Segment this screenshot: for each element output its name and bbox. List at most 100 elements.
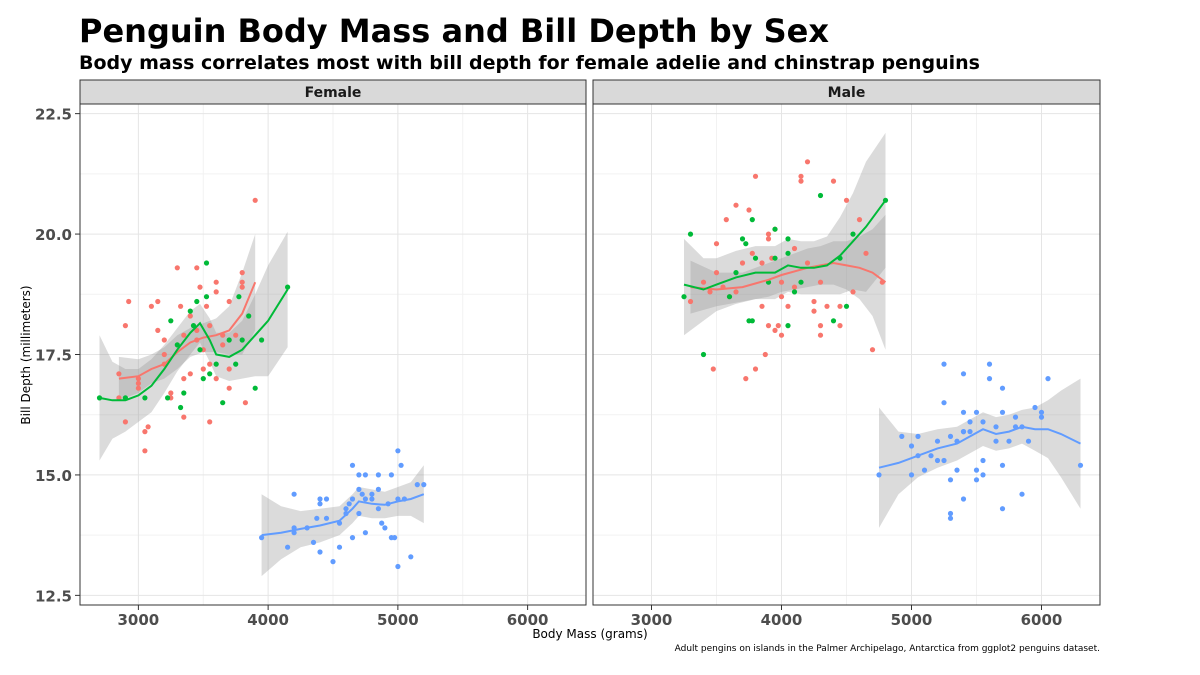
x-tick-label: 5000 bbox=[891, 611, 933, 629]
data-point bbox=[921, 467, 928, 473]
data-point bbox=[200, 366, 206, 372]
data-point bbox=[837, 323, 843, 329]
data-point bbox=[980, 457, 986, 464]
data-point bbox=[207, 361, 213, 367]
data-point bbox=[421, 482, 427, 488]
data-point bbox=[960, 409, 967, 415]
data-point bbox=[314, 515, 320, 521]
data-point bbox=[155, 327, 161, 333]
series-group bbox=[261, 465, 424, 577]
data-point bbox=[973, 477, 980, 483]
data-point bbox=[824, 303, 830, 309]
data-point bbox=[765, 236, 772, 242]
data-point bbox=[323, 515, 330, 521]
data-point bbox=[187, 308, 193, 314]
data-point bbox=[414, 482, 420, 488]
data-point bbox=[203, 260, 210, 266]
data-point bbox=[239, 279, 245, 285]
data-point bbox=[174, 342, 180, 348]
data-point bbox=[246, 313, 252, 319]
data-point bbox=[908, 443, 915, 449]
data-point bbox=[980, 419, 986, 425]
data-point bbox=[174, 265, 180, 271]
data-point bbox=[850, 289, 856, 295]
data-point bbox=[323, 496, 330, 502]
data-point bbox=[739, 236, 746, 242]
x-tick-label: 4000 bbox=[247, 611, 289, 629]
data-point bbox=[752, 366, 759, 372]
data-point bbox=[408, 554, 414, 560]
data-point bbox=[785, 236, 791, 242]
confidence-band bbox=[690, 214, 886, 350]
data-point bbox=[973, 467, 980, 473]
x-tick-label: 4000 bbox=[761, 611, 803, 629]
data-point bbox=[220, 342, 226, 348]
data-point bbox=[850, 231, 856, 237]
confidence-band bbox=[99, 231, 288, 461]
data-point bbox=[142, 395, 148, 401]
data-point bbox=[116, 371, 122, 377]
data-point bbox=[713, 270, 720, 276]
smooth-fit-line bbox=[118, 281, 257, 380]
data-point bbox=[122, 419, 128, 425]
series-group bbox=[879, 378, 1081, 528]
data-point bbox=[226, 385, 232, 391]
data-point bbox=[830, 318, 837, 324]
data-point bbox=[226, 337, 232, 343]
data-point bbox=[259, 337, 265, 343]
data-point bbox=[804, 260, 811, 266]
data-point bbox=[395, 448, 401, 454]
y-tick-label: 17.5 bbox=[35, 347, 72, 365]
data-point bbox=[1012, 414, 1019, 420]
data-point bbox=[242, 400, 248, 406]
data-point bbox=[772, 327, 778, 333]
data-point bbox=[145, 424, 151, 430]
data-point bbox=[762, 351, 768, 358]
data-point bbox=[356, 486, 362, 492]
chart-subtitle: Body mass correlates most with bill dept… bbox=[79, 52, 980, 74]
x-tick-label: 3000 bbox=[118, 611, 160, 629]
facet-strip bbox=[79, 79, 587, 105]
data-point bbox=[291, 491, 297, 497]
data-point bbox=[239, 337, 245, 343]
data-point bbox=[239, 284, 245, 290]
data-point bbox=[830, 178, 837, 184]
data-point bbox=[181, 332, 187, 338]
data-point bbox=[723, 217, 729, 223]
data-point bbox=[947, 477, 954, 483]
data-point bbox=[187, 371, 193, 377]
data-point bbox=[811, 298, 817, 305]
data-point bbox=[843, 197, 850, 203]
data-point bbox=[317, 501, 323, 507]
data-point bbox=[343, 506, 349, 512]
y-tick-label: 12.5 bbox=[35, 587, 72, 605]
data-point bbox=[135, 385, 141, 391]
data-point bbox=[759, 260, 765, 266]
data-point bbox=[785, 250, 791, 256]
data-point bbox=[181, 390, 187, 396]
panel-female: Female 3000 4000 5000 6000 bbox=[79, 79, 587, 629]
data-point bbox=[733, 289, 739, 295]
data-point bbox=[993, 424, 999, 430]
data-point bbox=[772, 255, 778, 261]
data-point bbox=[336, 544, 343, 550]
data-point bbox=[220, 400, 226, 406]
data-point bbox=[252, 385, 258, 391]
data-point bbox=[359, 491, 365, 497]
data-point bbox=[791, 289, 798, 295]
y-tick-label: 20.0 bbox=[35, 226, 72, 244]
data-point bbox=[1032, 404, 1038, 411]
data-point bbox=[687, 231, 694, 237]
facet-strip-label: Male bbox=[828, 85, 866, 101]
data-point bbox=[934, 438, 941, 444]
data-point bbox=[908, 472, 915, 478]
confidence-band bbox=[261, 465, 424, 577]
data-point bbox=[392, 535, 398, 541]
confidence-band bbox=[879, 378, 1081, 528]
data-point bbox=[1045, 376, 1051, 382]
data-point bbox=[165, 395, 171, 401]
data-point bbox=[863, 250, 869, 256]
facet-strip-label: Female bbox=[305, 85, 362, 101]
smooth-fit-line bbox=[683, 199, 887, 291]
